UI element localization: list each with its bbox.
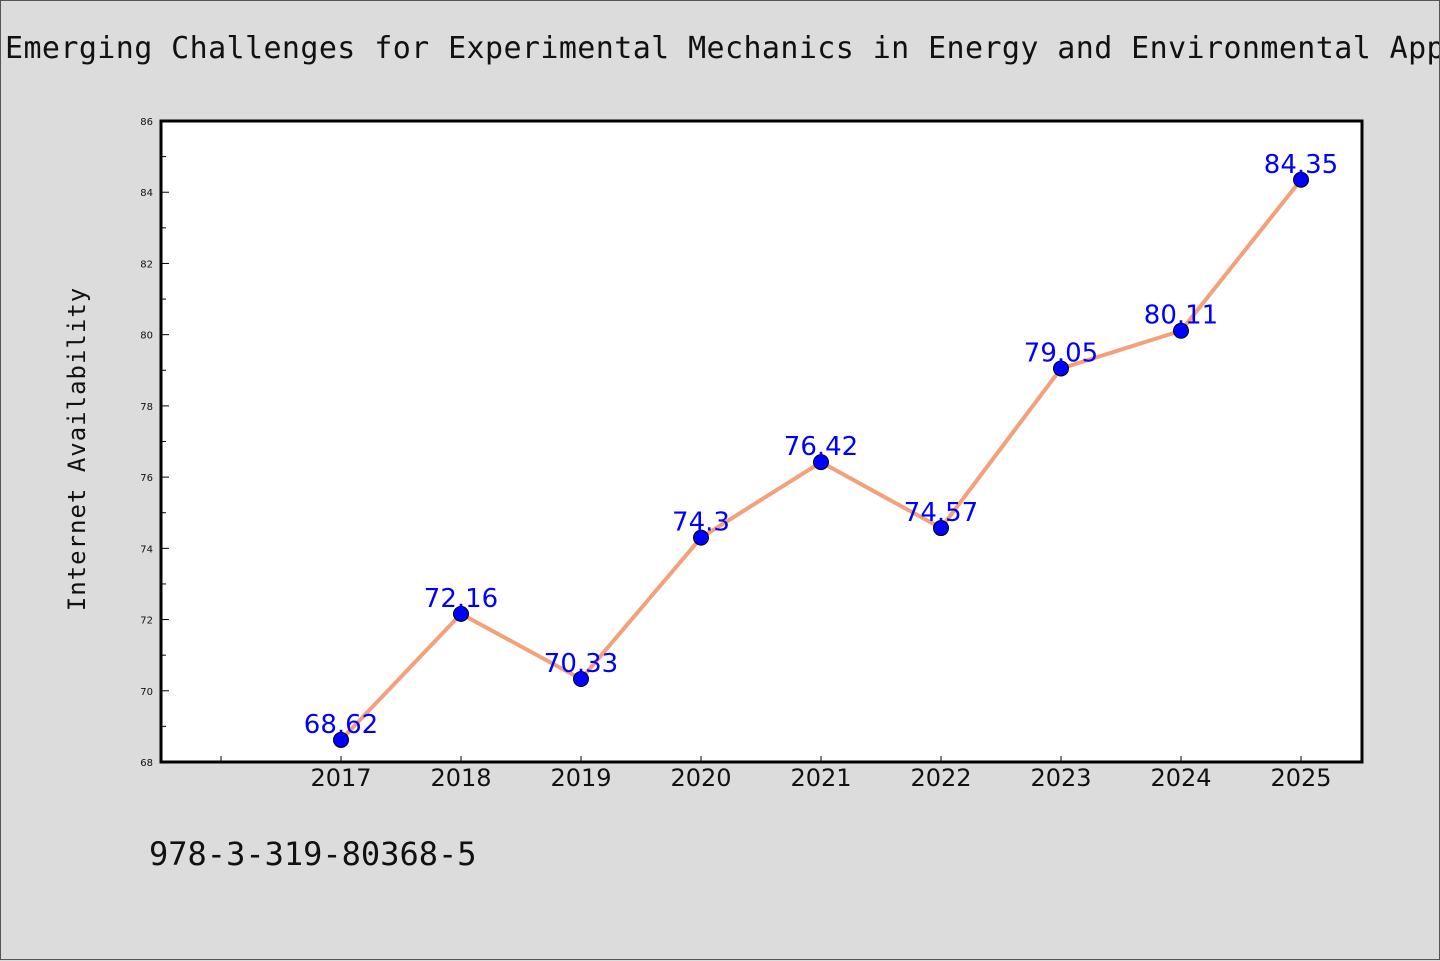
- y-axis-title: Internet Availability: [63, 287, 91, 611]
- data-point: [933, 520, 949, 537]
- series-markers: [333, 171, 1309, 748]
- data-point: [813, 454, 829, 471]
- y-tick-label: 70: [140, 687, 153, 698]
- x-axis-ticks: 2017 2018 2019 2020 2021 2022 2023 2024 2025: [220, 756, 1332, 792]
- data-point: [1173, 322, 1189, 339]
- x-tick-label: 2022: [910, 764, 971, 792]
- y-tick-label: 86: [140, 117, 153, 128]
- x-tick-label: 2024: [1150, 764, 1211, 792]
- y-tick-label: 84: [140, 188, 153, 199]
- x-tick-label: 2020: [670, 764, 731, 792]
- data-label: 68.62: [304, 710, 378, 740]
- y-tick-label: 80: [140, 331, 153, 342]
- data-label: 76.42: [784, 432, 858, 462]
- x-tick-label: 2019: [550, 764, 611, 792]
- data-label: 74.57: [904, 498, 978, 528]
- y-tick-label: 74: [140, 544, 153, 555]
- data-label: 72.16: [424, 584, 498, 614]
- plot-border: [159, 119, 1364, 764]
- data-point: [1293, 171, 1309, 188]
- y-tick-label: 78: [140, 402, 153, 413]
- x-tick-label: 2023: [1030, 764, 1091, 792]
- data-label: 70.33: [544, 649, 618, 679]
- x-tick-label: 2021: [790, 764, 851, 792]
- data-labels: 68.62 72.16 70.33 74.3 76.42 74.57 79.05 80.11 8…: [304, 150, 1338, 740]
- y-tick-label: 82: [140, 259, 153, 270]
- y-tick-label: 76: [140, 473, 153, 484]
- x-tick-label: 2025: [1270, 764, 1331, 792]
- data-point: [333, 731, 349, 748]
- data-point: [453, 605, 469, 622]
- data-label: 80.11: [1144, 301, 1218, 331]
- data-point: [1053, 360, 1069, 377]
- chart-title: Emerging Challenges for Experimental Mec…: [5, 31, 1439, 66]
- data-point: [693, 529, 709, 546]
- isbn-code: 978-3-319-80368-5: [149, 835, 477, 873]
- data-point: [573, 671, 589, 688]
- data-label: 79.05: [1024, 338, 1098, 368]
- y-tick-label: 68: [140, 758, 153, 769]
- data-label: 74.3: [672, 508, 730, 538]
- x-tick-label: 2018: [430, 764, 491, 792]
- x-tick-label: 2017: [310, 764, 371, 792]
- y-tick-label: 72: [140, 616, 153, 627]
- plot-area: [161, 121, 1362, 762]
- data-label: 84.35: [1264, 150, 1338, 180]
